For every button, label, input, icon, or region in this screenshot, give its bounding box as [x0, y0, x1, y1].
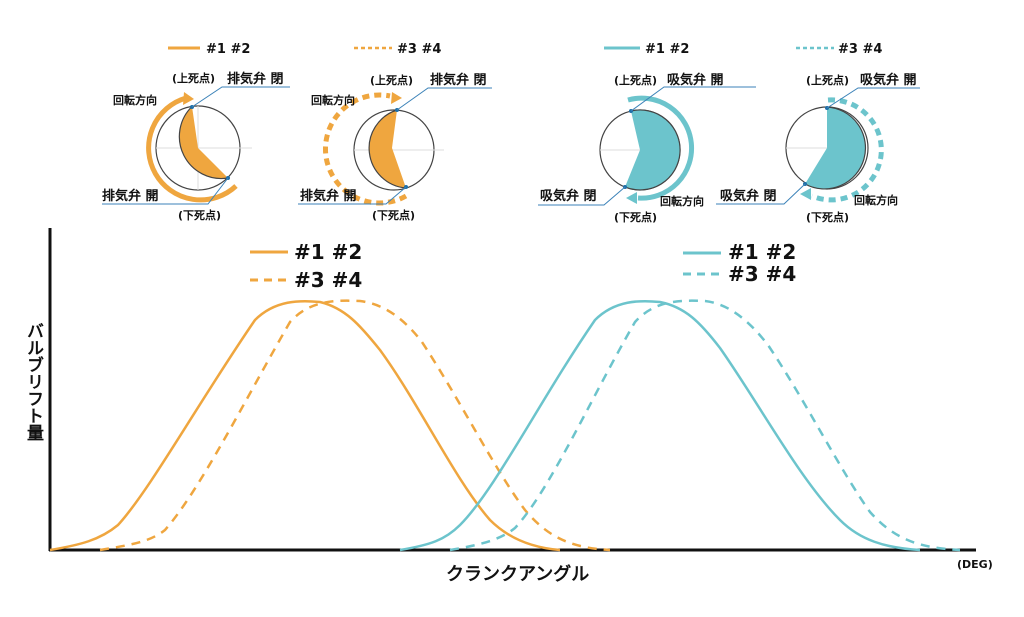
curve-intake-34 — [449, 299, 961, 552]
legend-intake: #1 #2 #3 #4 — [683, 240, 796, 286]
arrow-head-icon — [391, 92, 402, 104]
leader-line-lower — [102, 177, 229, 205]
rotation-arrow — [323, 92, 408, 206]
legend-exhaust-34: #3 #4 — [294, 268, 362, 292]
tdc-label: (上死点) — [614, 73, 657, 87]
upper-valve-label: 排気弁 閉 — [227, 71, 284, 87]
lower-valve-label: 吸気弁 閉 — [540, 188, 597, 204]
legend-label: #3 #4 — [397, 42, 441, 57]
curve-exhaust-12 — [49, 299, 561, 552]
tdc-label: (上死点) — [806, 73, 849, 87]
rotation-label: 回転方向 — [311, 93, 355, 107]
leader-line-upper — [396, 87, 492, 111]
legend-intake-34: #3 #4 — [728, 262, 796, 286]
x-axis-unit: (DEG) — [957, 558, 993, 571]
arrow-head-icon — [183, 92, 194, 105]
legend-label: #3 #4 — [838, 42, 882, 57]
bdc-label: (下死点) — [372, 208, 415, 222]
bdc-label: (下死点) — [614, 210, 657, 224]
upper-valve-label: 吸気弁 開 — [667, 72, 724, 88]
diagram-exhaust-12: #1 #2 (上死点) 排気弁 閉 回転方向 排気弁 開 (下死点) — [102, 42, 290, 222]
rotation-label: 回転方向 — [113, 93, 157, 107]
leader-line-lower — [538, 186, 626, 206]
legend-exhaust-12: #1 #2 — [294, 240, 362, 264]
lower-valve-label: 排気弁 開 — [102, 188, 159, 204]
valve-lift-chart: バルブリフト量 クランクアングル (DEG) #1 #2 #3 #4 #1 #2… — [23, 228, 993, 585]
open-duration-wedge — [179, 106, 228, 179]
legend-exhaust: #1 #2 #3 #4 — [250, 240, 362, 292]
leader-line-lower — [716, 183, 806, 205]
rotation-label: 回転方向 — [660, 194, 704, 208]
arrow-head-icon — [800, 188, 811, 200]
tdc-label: (上死点) — [172, 71, 215, 85]
curve-intake-12 — [399, 299, 921, 552]
tdc-label: (上死点) — [370, 73, 413, 87]
lower-valve-label: 排気弁 開 — [300, 188, 357, 204]
bdc-label: (下死点) — [806, 210, 849, 224]
diagram-intake-12: #1 #2 (上死点) 吸気弁 開 吸気弁 閉 回転方向 (下死点) — [538, 42, 756, 224]
x-axis-label: クランクアングル — [446, 563, 589, 585]
legend-intake-12: #1 #2 — [728, 240, 796, 264]
diagram-exhaust-34: #3 #4 (上死点) 排気弁 閉 回転方向 排気弁 開 (下死点) — [298, 42, 492, 222]
leader-line-upper — [630, 86, 756, 112]
upper-valve-label: 排気弁 閉 — [430, 72, 487, 88]
leader-line-upper — [191, 86, 290, 108]
bdc-label: (下死点) — [178, 208, 221, 222]
diagram-intake-34: #3 #4 (上死点) 吸気弁 開 吸気弁 閉 回転方向 (下死点) — [716, 42, 920, 224]
leader-line-lower — [298, 186, 407, 205]
arrow-head-icon — [626, 192, 637, 204]
rotation-label: 回転方向 — [854, 193, 898, 207]
open-duration-wedge — [369, 110, 406, 188]
rotation-arrow — [811, 97, 884, 203]
open-duration-wedge — [625, 109, 681, 190]
rotation-arrow — [627, 95, 695, 201]
curve-exhaust-34 — [99, 299, 611, 552]
legend-label: #1 #2 — [645, 42, 689, 57]
y-axis-label: バルブリフト量 — [23, 322, 44, 441]
legend-label: #1 #2 — [206, 42, 250, 57]
lower-valve-label: 吸気弁 閉 — [720, 188, 777, 204]
leader-line-upper — [826, 87, 920, 109]
upper-valve-label: 吸気弁 開 — [860, 72, 917, 88]
open-duration-wedge — [805, 107, 866, 189]
